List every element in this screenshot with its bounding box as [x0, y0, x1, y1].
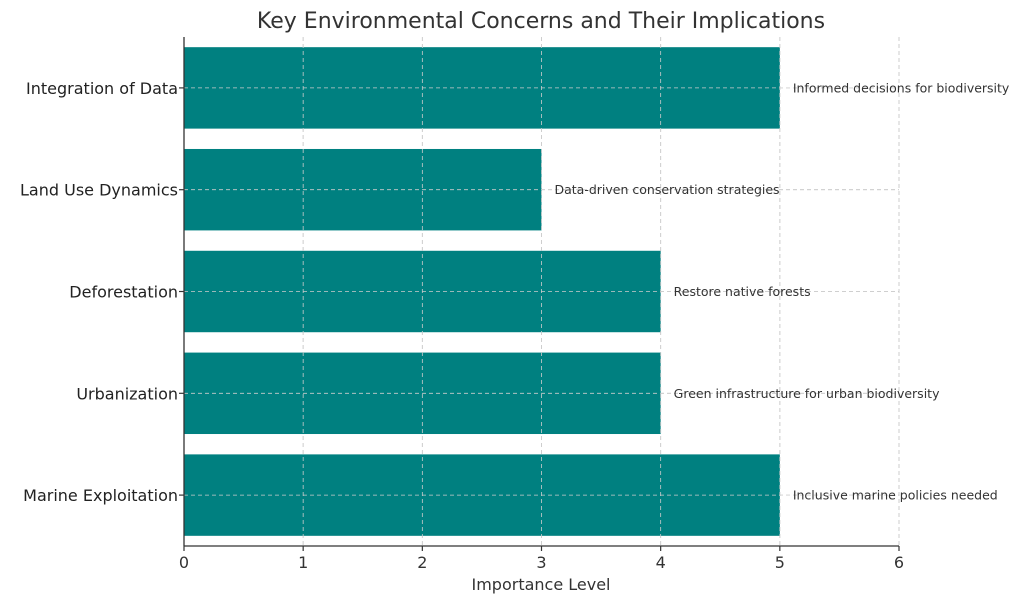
x-tick-label: 5	[775, 553, 785, 572]
x-tick-label: 4	[656, 553, 666, 572]
axes	[179, 37, 900, 551]
category-label: Deforestation	[69, 283, 178, 302]
bar-annotation: Inclusive marine policies needed	[793, 488, 998, 503]
bars	[183, 37, 900, 546]
x-tick-label: 6	[894, 553, 904, 572]
x-axis-label: Importance Level	[471, 575, 610, 594]
bar-annotation: Green infrastructure for urban biodivers…	[674, 386, 940, 401]
labels: 0 1 2 3 4 5 6 Marine Exploitation Urbanization De…	[20, 79, 1010, 572]
bar-annotation: Informed decisions for biodiversity	[793, 80, 1010, 95]
chart-title: Key Environmental Concerns and Their Imp…	[257, 9, 825, 34]
category-label: Urbanization	[76, 384, 178, 403]
x-tick-label: 2	[417, 553, 427, 572]
x-tick-label: 1	[298, 553, 308, 572]
category-label: Marine Exploitation	[23, 486, 178, 505]
bar-annotation: Data-driven conservation strategies	[555, 182, 780, 197]
category-label: Integration of Data	[26, 79, 178, 98]
bar-annotation: Restore native forests	[674, 284, 811, 299]
category-label: Land Use Dynamics	[20, 181, 178, 200]
x-tick-label: 3	[536, 553, 546, 572]
x-tick-label: 0	[179, 553, 189, 572]
